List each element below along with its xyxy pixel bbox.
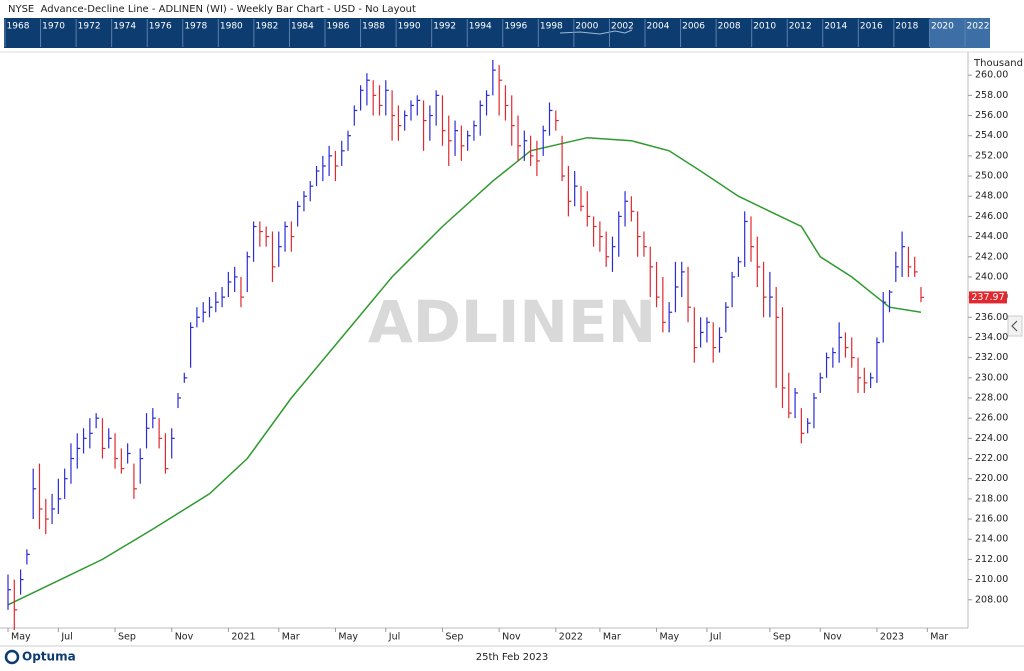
y-tick-label: 248.00 (975, 191, 1008, 202)
overview-line (559, 29, 633, 35)
brand-logo (4, 649, 20, 665)
y-tick-label: 242.00 (975, 251, 1008, 262)
x-tick-label: 2021 (231, 632, 255, 643)
overview-year: 1972 (78, 22, 101, 32)
overview-year: 1992 (433, 22, 456, 32)
x-tick-label: 2023 (880, 632, 904, 643)
y-tick-label: 260.00 (975, 70, 1008, 81)
overview-year: 1974 (113, 22, 136, 32)
overview-year: 1988 (362, 22, 385, 32)
scroll-arrow (1011, 320, 1018, 332)
overview-year: 1990 (398, 22, 421, 32)
overview-year: 2016 (860, 22, 883, 32)
x-tick-label: Jul (709, 632, 721, 643)
y-tick-label: 222.00 (975, 453, 1008, 464)
y-tick-label: 252.00 (975, 150, 1008, 161)
overview-band[interactable] (4, 18, 990, 48)
y-tick-label: 236.00 (975, 312, 1008, 323)
overview-year: 1982 (255, 22, 278, 32)
x-tick-label: Mar (282, 632, 300, 643)
overview-year: 2000 (575, 22, 598, 32)
x-tick-label: May (660, 632, 680, 643)
overview-year: 2014 (824, 22, 847, 32)
watermark: ADLINEN (368, 288, 656, 356)
overview-year: 1978 (184, 22, 207, 32)
y-tick-label: 220.00 (975, 473, 1008, 484)
y-tick-label: 258.00 (975, 90, 1008, 101)
overview-year: 2012 (789, 22, 812, 32)
y-tick-label: 208.00 (975, 594, 1008, 605)
overview-year: 1994 (469, 22, 492, 32)
y-tick-label: 230.00 (975, 372, 1008, 383)
y-tick-label: 250.00 (975, 171, 1008, 182)
y-tick-label: 246.00 (975, 211, 1008, 222)
y-tick-label: 232.00 (975, 352, 1008, 363)
overview-year: 1970 (42, 22, 65, 32)
y-tick-label: 216.00 (975, 514, 1008, 525)
overview-year: 1996 (504, 22, 527, 32)
x-tick-label: Nov (502, 632, 521, 643)
overview-year: 1980 (220, 22, 243, 32)
overview-year: 2010 (753, 22, 776, 32)
last-value-label: 237.97 (971, 292, 1004, 303)
last-value-tag (969, 291, 1007, 304)
x-tick-label: Jul (388, 632, 400, 643)
x-tick-label: Mar (603, 632, 621, 643)
y-tick-label: 212.00 (975, 554, 1008, 565)
y-tick-label: 256.00 (975, 110, 1008, 121)
overview-year: 1986 (327, 22, 350, 32)
footer-date: 25th Feb 2023 (476, 652, 549, 663)
brand: Optuma (22, 650, 76, 664)
overview-year: 2022 (967, 22, 990, 32)
overview-labels: 1968 1970 1972 1974 1976 1978 1980 1982 1984 1986… (4, 19, 990, 47)
overview-year: 1976 (149, 22, 172, 32)
y-tick-label: 210.00 (975, 574, 1008, 585)
y-tick-label: 218.00 (975, 493, 1008, 504)
overview-year: 1984 (291, 22, 314, 32)
y-tick-label: 244.00 (975, 231, 1008, 242)
x-tick-label: Nov (823, 632, 842, 643)
overview-year: 2004 (647, 22, 670, 32)
plot: 208.00 210.00 212.00 214.00 216.00 218.00 220.… (7, 60, 1008, 643)
x-tick-label: May (338, 632, 358, 643)
x-tick-label: May (11, 632, 31, 643)
x-tick-label: Jul (60, 632, 72, 643)
x-tick-label: Nov (175, 632, 194, 643)
y-tick-label: 254.00 (975, 130, 1008, 141)
x-tick-label: Sep (445, 632, 463, 643)
overview-year: 1998 (540, 22, 563, 32)
y-tick-label: 224.00 (975, 433, 1008, 444)
y-unit: Thousand (973, 58, 1023, 69)
overview-year: 2006 (682, 22, 705, 32)
x-tick-label: Sep (118, 632, 136, 643)
y-tick-label: 240.00 (975, 271, 1008, 282)
overview-year: 2008 (718, 22, 741, 32)
moving-average (7, 136, 922, 606)
y-tick-label: 234.00 (975, 332, 1008, 343)
y-tick-label: 226.00 (975, 413, 1008, 424)
y-tick-label: 228.00 (975, 392, 1008, 403)
x-tick-label: 2022 (559, 632, 583, 643)
y-tick-label: 214.00 (975, 534, 1008, 545)
overview-window[interactable] (930, 18, 990, 48)
chart-title: NYSE Advance-Decline Line - ADLINEN (WI)… (8, 4, 416, 15)
overview-year: 2018 (895, 22, 918, 32)
scroll-handle[interactable] (1007, 315, 1023, 337)
x-tick-label: Mar (930, 632, 948, 643)
overview-year: 2020 (931, 22, 954, 32)
x-tick-label: Sep (773, 632, 791, 643)
overview-year: 1968 (7, 22, 30, 32)
overview-year: 2002 (611, 22, 634, 32)
